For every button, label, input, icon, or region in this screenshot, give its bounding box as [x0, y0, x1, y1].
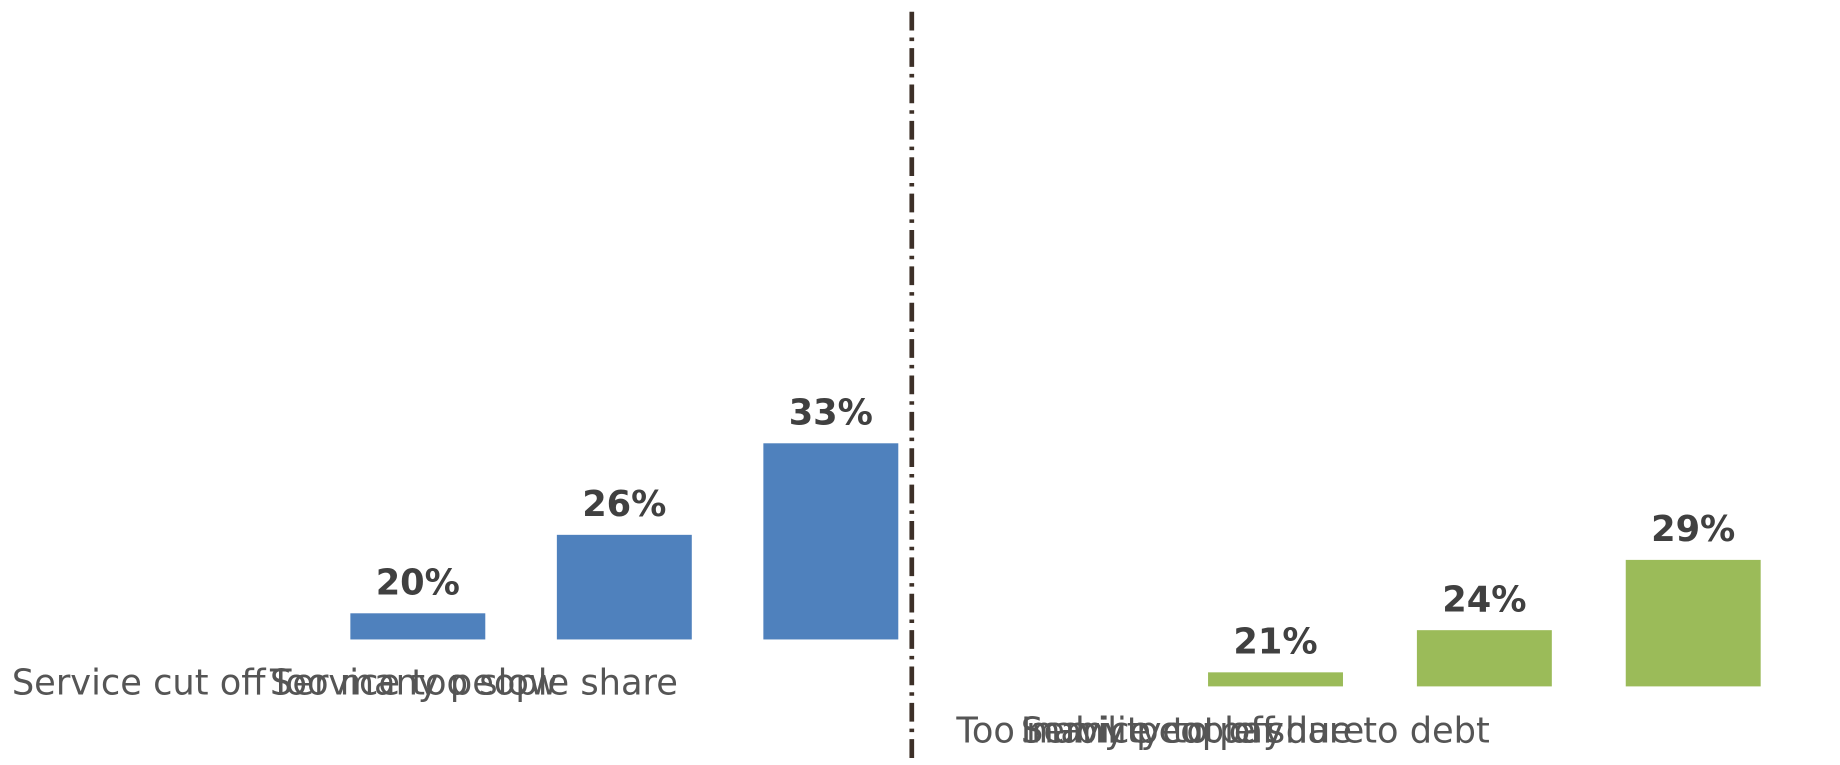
bar: [1208, 672, 1343, 687]
bar: [1625, 559, 1761, 687]
category-label: Too many people share: [955, 711, 1364, 752]
value-label: 26%: [582, 484, 666, 525]
bar: [1416, 630, 1552, 687]
value-label: 33%: [789, 393, 873, 434]
category-label: Service cut off: [12, 663, 266, 704]
bar: [350, 613, 486, 640]
category-label: Too many people share: [269, 663, 678, 704]
bar: [556, 534, 692, 640]
bar: [763, 443, 899, 640]
category-label: Service cut off due to debt: [1021, 711, 1490, 752]
category-label: Service too slow: [270, 663, 558, 704]
category-label: Inability to pay: [1021, 711, 1284, 752]
value-label: 29%: [1651, 509, 1735, 550]
value-label: 24%: [1442, 579, 1526, 620]
value-label: 20%: [376, 563, 460, 604]
value-label: 21%: [1233, 622, 1317, 663]
